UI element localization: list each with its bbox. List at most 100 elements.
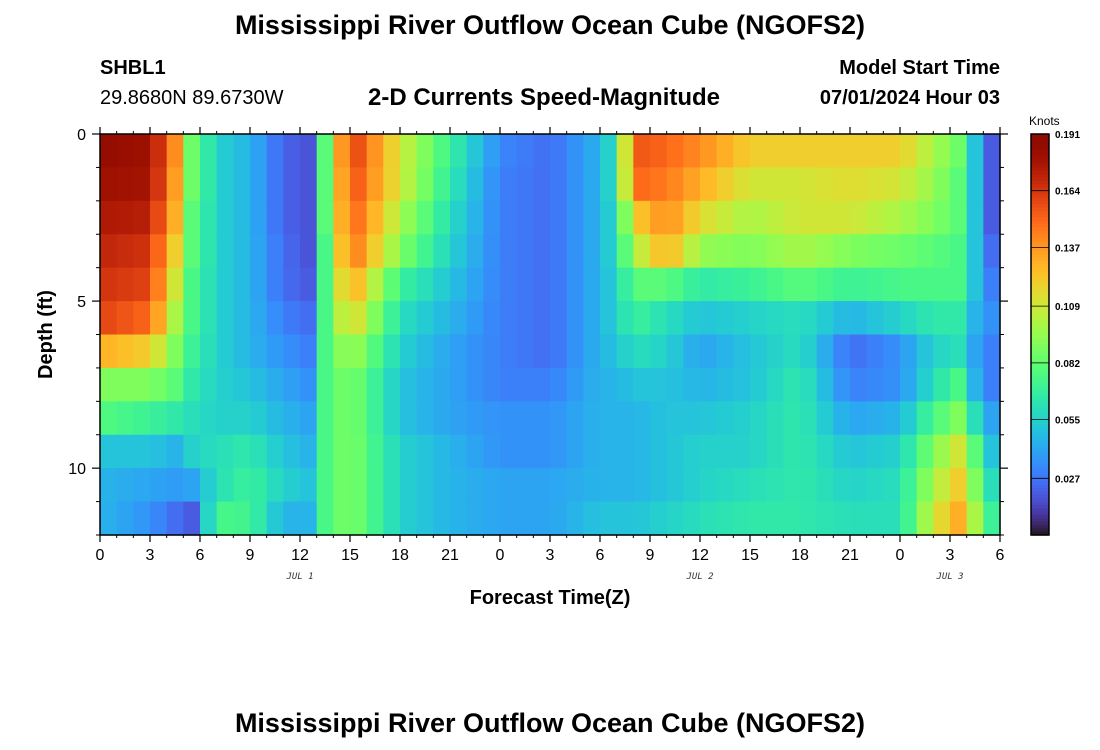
colorbar-segment	[1031, 180, 1049, 185]
heatmap-cell	[216, 401, 234, 436]
heatmap-cell	[966, 334, 984, 369]
colorbar-segment	[1031, 257, 1049, 262]
heatmap-cell	[883, 200, 901, 235]
heatmap-cell	[733, 468, 751, 503]
heatmap-cell	[450, 501, 468, 536]
heatmap-cell	[733, 434, 751, 469]
heatmap-cell	[350, 334, 368, 369]
colorbar-segment	[1031, 184, 1049, 189]
heatmap-cell	[166, 234, 184, 269]
heatmap-cell	[550, 434, 568, 469]
heatmap-cell	[916, 200, 934, 235]
heatmap-cell	[116, 234, 134, 269]
heatmap-cell	[566, 501, 584, 536]
heatmap-cell	[550, 234, 568, 269]
heatmap-cell	[916, 267, 934, 302]
heatmap-cell	[483, 234, 501, 269]
heatmap-cell	[600, 367, 618, 402]
heatmap-cell	[200, 468, 218, 503]
heatmap-cell	[283, 501, 301, 536]
colorbar-segment	[1031, 204, 1049, 209]
heatmap-cell	[833, 267, 851, 302]
heatmap-cell	[700, 301, 718, 336]
colorbar-tick-label: 0.027	[1055, 474, 1080, 485]
heatmap-cell	[533, 167, 551, 202]
heatmap-cell	[983, 301, 1001, 336]
heatmap-cell	[733, 134, 751, 169]
heatmap-cell	[100, 134, 118, 169]
colorbar-segment	[1031, 441, 1049, 446]
heatmap-cell	[100, 401, 118, 436]
heatmap-cell	[950, 134, 968, 169]
heatmap-cell	[333, 301, 351, 336]
colorbar-segment	[1031, 454, 1049, 459]
heatmap-cell	[450, 234, 468, 269]
heatmap-cell	[333, 434, 351, 469]
x-tick-label: 9	[246, 547, 255, 564]
heatmap-cell	[483, 434, 501, 469]
heatmap-cell	[383, 334, 401, 369]
heatmap-cell	[783, 468, 801, 503]
heatmap-cell	[616, 501, 634, 536]
heatmap-cell	[466, 468, 484, 503]
heatmap-cell	[250, 401, 268, 436]
colorbar-segment	[1031, 414, 1049, 419]
colorbar-segment	[1031, 451, 1049, 456]
heatmap-cell	[566, 301, 584, 336]
colorbar-segment	[1031, 501, 1049, 506]
heatmap-cell	[300, 468, 318, 503]
heatmap-cell	[716, 301, 734, 336]
heatmap-cell	[783, 267, 801, 302]
heatmap-cell	[150, 200, 168, 235]
heatmap-cell	[800, 334, 818, 369]
heatmap-cell	[966, 267, 984, 302]
heatmap-cell	[650, 200, 668, 235]
heatmap-cell	[333, 401, 351, 436]
heatmap-cell	[716, 434, 734, 469]
heatmap-cell	[833, 234, 851, 269]
heatmap-cell	[933, 401, 951, 436]
colorbar-tick-label: 0.137	[1055, 243, 1080, 254]
heatmap-cell	[933, 367, 951, 402]
heatmap-cell	[566, 200, 584, 235]
heatmap-cell	[750, 301, 768, 336]
heatmap-cell	[766, 468, 784, 503]
heatmap-cell	[450, 434, 468, 469]
heatmap-cell	[200, 401, 218, 436]
heatmap-cell	[800, 234, 818, 269]
heatmap-cell	[983, 200, 1001, 235]
heatmap-cell	[333, 134, 351, 169]
colorbar-segment	[1031, 431, 1049, 436]
y-tick-label: 5	[77, 294, 86, 311]
footer-title: Mississippi River Outflow Ocean Cube (NG…	[234, 708, 866, 738]
heatmap-cell	[433, 468, 451, 503]
heatmap-cell	[866, 301, 884, 336]
heatmap-cell	[333, 234, 351, 269]
heatmap-cell	[616, 167, 634, 202]
heatmap-cell	[616, 334, 634, 369]
colorbar-segment	[1031, 321, 1049, 326]
heatmap-cell	[700, 334, 718, 369]
heatmap-cell	[466, 267, 484, 302]
heatmap-cell	[750, 167, 768, 202]
heatmap-cell	[333, 200, 351, 235]
colorbar-segment	[1031, 504, 1049, 509]
heatmap-cell	[533, 301, 551, 336]
heatmap-cell	[350, 501, 368, 536]
heatmap-cell	[650, 501, 668, 536]
heatmap-cell	[533, 434, 551, 469]
heatmap-cell	[333, 501, 351, 536]
heatmap-cell	[766, 267, 784, 302]
heatmap-cell	[566, 468, 584, 503]
heatmap-cell	[650, 267, 668, 302]
heatmap-cell	[750, 267, 768, 302]
heatmap-cell	[333, 367, 351, 402]
heatmap-cell	[216, 167, 234, 202]
heatmap-cell	[400, 367, 418, 402]
heatmap-cell	[800, 501, 818, 536]
heatmap-cell	[266, 334, 284, 369]
colorbar-segment	[1031, 387, 1049, 392]
colorbar-segment	[1031, 354, 1049, 359]
heatmap-cell	[350, 167, 368, 202]
